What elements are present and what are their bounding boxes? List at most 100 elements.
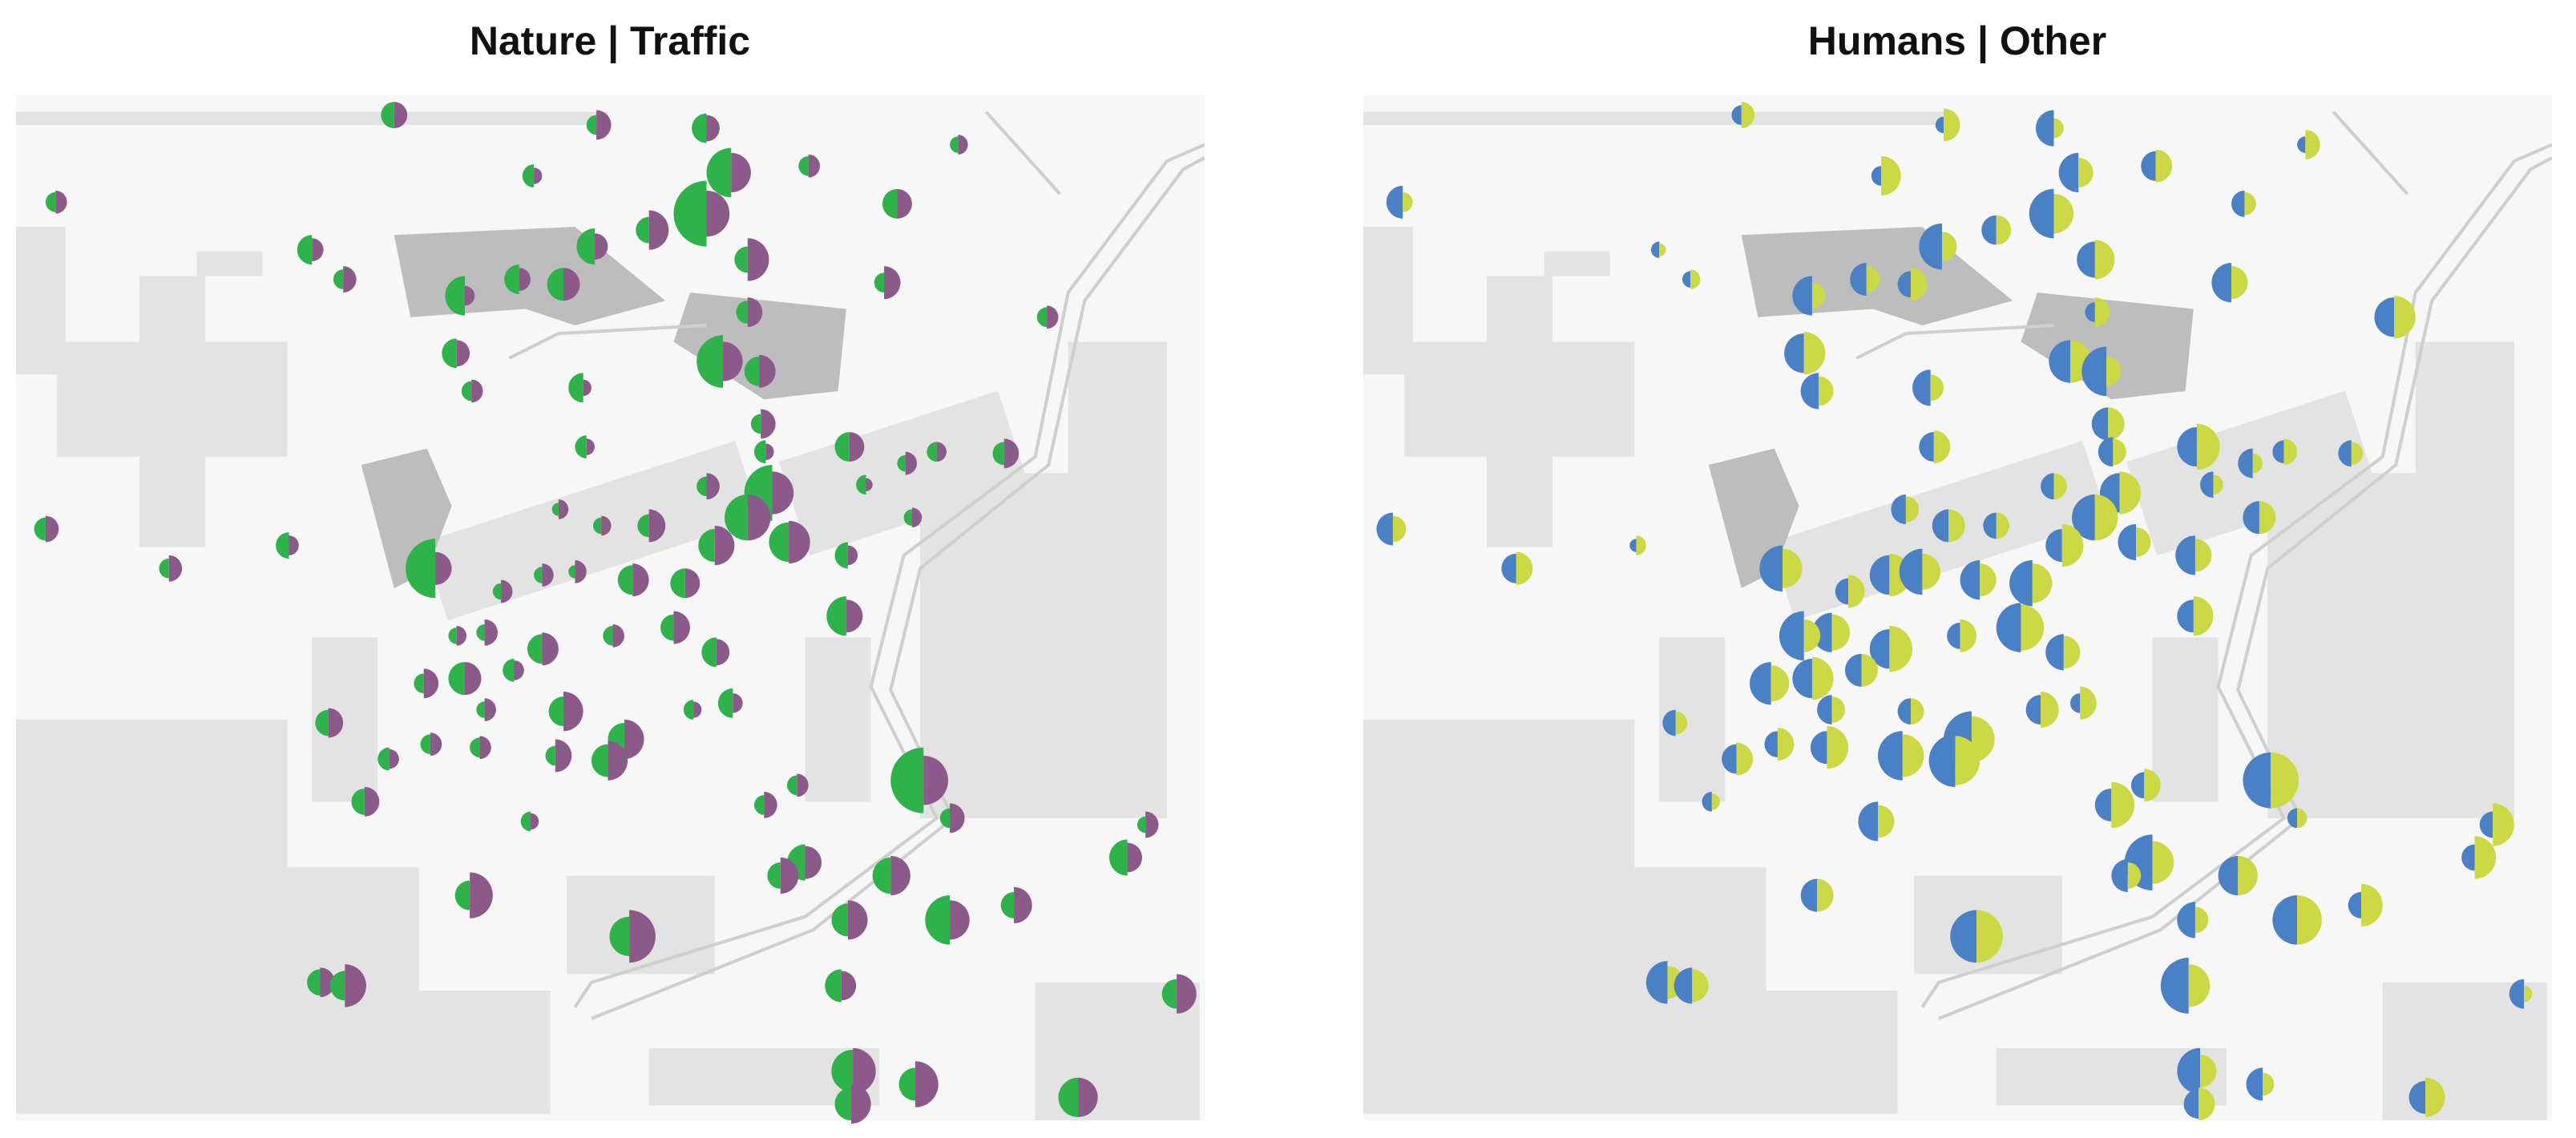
glyph-right-half xyxy=(780,858,799,894)
glyph-left-half xyxy=(1058,1077,1079,1117)
glyph-left-half xyxy=(1722,744,1737,774)
glyph-left-half xyxy=(2200,471,2214,498)
glyph-right-half xyxy=(1177,974,1197,1014)
glyph-right-half xyxy=(1878,805,1895,838)
glyph-right-half xyxy=(716,639,730,666)
glyph-right-half xyxy=(1690,269,1701,289)
glyph-right-half xyxy=(2305,130,2320,159)
glyph-left-half xyxy=(1000,892,1015,918)
glyph-left-half xyxy=(1784,333,1804,373)
glyph-left-half xyxy=(1983,512,1997,539)
glyph-left-half xyxy=(1878,731,1903,781)
glyph-right-half xyxy=(484,698,496,721)
glyph-left-half xyxy=(2045,529,2062,563)
glyph-left-half xyxy=(1897,698,1912,725)
glyph-right-half xyxy=(1692,969,1709,1003)
glyph-right-half xyxy=(2094,240,2115,280)
glyph-right-half xyxy=(583,379,592,397)
glyph-right-half xyxy=(464,662,482,696)
glyph-left-half xyxy=(381,102,394,129)
glyph-right-half xyxy=(2144,769,2161,802)
glyph-left-half xyxy=(2211,263,2232,303)
glyph-right-half xyxy=(714,525,735,566)
glyph-left-half xyxy=(660,614,674,641)
glyph-left-half xyxy=(1869,629,1890,669)
glyph-left-half xyxy=(1871,166,1882,186)
glyph-left-half xyxy=(448,662,465,696)
glyph-right-half xyxy=(2152,841,2174,884)
glyph-left-half xyxy=(1629,539,1637,552)
glyph-left-half xyxy=(831,1049,854,1093)
glyph-right-half xyxy=(1014,886,1032,924)
glyph-left-half xyxy=(2160,958,2189,1014)
glyph-right-half xyxy=(2094,494,2118,541)
glyph-left-half xyxy=(2177,902,2195,938)
glyph-right-half xyxy=(1777,728,1795,761)
glyph-left-half xyxy=(754,440,766,464)
glyph-left-half xyxy=(2070,693,2081,713)
glyph-left-half xyxy=(1674,967,1693,1004)
glyph-right-half xyxy=(2127,862,2142,890)
glyph-left-half xyxy=(2035,110,2054,147)
glyph-left-half xyxy=(2348,892,2362,918)
glyph-left-half xyxy=(1645,961,1668,1004)
glyph-right-half xyxy=(847,900,868,940)
glyph-left-half xyxy=(406,539,436,599)
glyph-left-half xyxy=(798,155,809,176)
glyph-right-half xyxy=(805,845,822,879)
glyph-right-half xyxy=(1783,548,1803,588)
glyph-right-half xyxy=(706,473,720,500)
glyph-right-half xyxy=(2078,157,2094,188)
glyph-right-half xyxy=(1516,551,1533,585)
glyph-left-half xyxy=(2085,302,2095,322)
glyph-left-half xyxy=(831,903,848,937)
glyph-left-half xyxy=(2479,811,2493,838)
glyph-left-half xyxy=(2177,427,2197,467)
panel-right: Humans | Other xyxy=(1363,18,2552,1120)
glyph-left-half xyxy=(698,529,715,563)
glyph-left-half xyxy=(692,113,707,143)
glyph-left-half xyxy=(1891,494,1906,524)
glyph-left-half xyxy=(2243,752,2271,809)
glyph-right-half xyxy=(1848,575,1865,608)
glyph-right-half xyxy=(897,188,912,219)
glyph-right-half xyxy=(1811,656,1834,700)
glyph-right-half xyxy=(1889,626,1913,672)
glyph-right-half xyxy=(915,1061,939,1108)
glyph-right-half xyxy=(1911,698,1924,725)
glyph-left-half xyxy=(2029,188,2054,239)
glyph-left-half xyxy=(297,235,313,265)
glyph-right-half xyxy=(55,190,67,214)
glyph-right-half xyxy=(765,443,774,461)
glyph-left-half xyxy=(1996,603,2021,652)
glyph-left-half xyxy=(1764,731,1778,758)
glyph-left-half xyxy=(609,916,630,957)
glyph-left-half xyxy=(2111,859,2128,893)
glyph-left-half xyxy=(1947,622,1960,649)
glyph-right-half xyxy=(1960,619,1977,652)
glyph-right-half xyxy=(2196,423,2220,470)
glyph-right-half xyxy=(846,599,863,633)
glyph-left-half xyxy=(568,373,583,403)
glyph-left-half xyxy=(1899,548,1923,595)
glyph-left-half xyxy=(750,414,761,434)
glyph-right-half xyxy=(2194,906,2209,934)
glyph-right-half xyxy=(772,471,794,515)
glyph-right-half xyxy=(563,692,583,732)
glyph-right-half xyxy=(2063,636,2081,669)
glyph-left-half xyxy=(2041,473,2054,500)
glyph-left-half xyxy=(1810,731,1827,765)
glyph-right-half xyxy=(2262,1072,2275,1096)
glyph-left-half xyxy=(1800,878,1818,912)
glyph-left-half xyxy=(753,795,765,815)
glyph-left-half xyxy=(548,696,564,727)
glyph-left-half xyxy=(1897,271,1912,298)
glyph-left-half xyxy=(1919,432,1934,462)
glyph-left-half xyxy=(2177,599,2194,633)
glyph-right-half xyxy=(2061,523,2084,567)
glyph-right-half xyxy=(364,786,380,817)
glyph-left-half xyxy=(2118,523,2137,561)
glyph-left-half xyxy=(1935,116,1944,134)
glyph-left-half xyxy=(603,626,613,646)
glyph-right-half xyxy=(2193,596,2214,636)
